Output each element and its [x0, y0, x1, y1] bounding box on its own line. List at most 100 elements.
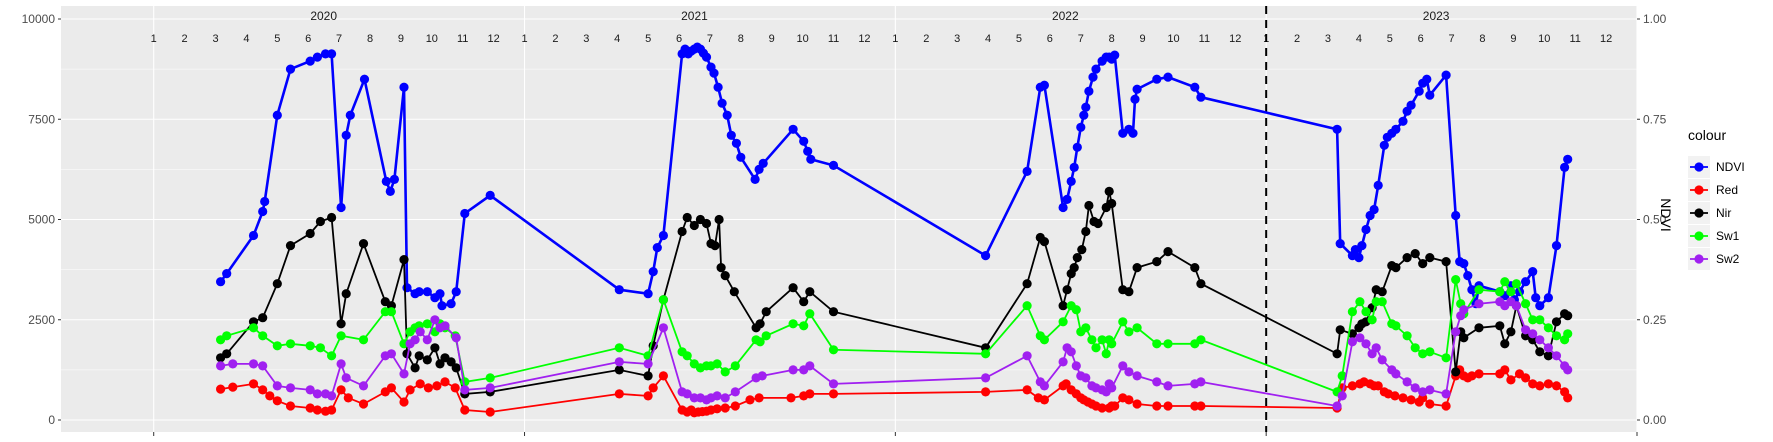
data-point-nir — [828, 307, 839, 317]
right-tick-label: 0.25 — [1643, 313, 1667, 327]
data-point-sw2 — [1410, 383, 1420, 393]
data-point-sw2 — [1196, 377, 1206, 387]
data-point-sw2 — [981, 373, 991, 383]
data-point-ndvi — [1332, 124, 1342, 134]
year-label: 2022 — [1052, 9, 1079, 23]
month-label: 12 — [1600, 33, 1612, 45]
data-point-sw1 — [1441, 353, 1451, 363]
data-point-nir — [1332, 349, 1342, 359]
data-point-sw2 — [312, 389, 322, 399]
data-point-red — [1061, 379, 1071, 389]
data-point-sw2 — [1039, 381, 1049, 391]
data-point-ndvi — [1152, 74, 1162, 84]
data-point-red — [460, 405, 470, 415]
data-point-red — [1347, 381, 1357, 391]
data-point-nir — [755, 319, 765, 329]
month-label: 3 — [212, 33, 218, 45]
data-point-sw2 — [1347, 337, 1357, 347]
data-point-nir — [1451, 367, 1461, 377]
data-point-sw1 — [1425, 347, 1435, 357]
data-point-sw2 — [1391, 369, 1401, 379]
data-point-red — [828, 389, 839, 399]
month-label: 3 — [1325, 33, 1331, 45]
data-point-red — [614, 389, 624, 399]
data-point-nir — [1072, 253, 1082, 263]
year-label: 2023 — [1423, 9, 1450, 23]
data-point-ndvi — [1535, 301, 1545, 311]
data-point-ndvi — [1163, 72, 1173, 82]
data-point-red — [399, 397, 409, 407]
data-point-ndvi — [327, 49, 337, 59]
year-label: 2020 — [310, 9, 337, 23]
data-point-ndvi — [1022, 166, 1032, 176]
data-point-red — [228, 382, 238, 392]
data-point-sw1 — [1355, 297, 1365, 307]
data-point-sw1 — [422, 319, 432, 329]
data-point-red — [358, 399, 369, 409]
data-point-ndvi — [1039, 80, 1049, 90]
data-point-sw1 — [305, 341, 315, 351]
data-point-ndvi — [1379, 140, 1389, 150]
data-point-ndvi — [736, 152, 746, 162]
data-point-sw2 — [1511, 301, 1521, 311]
data-point-nir — [435, 359, 445, 369]
data-point-sw1 — [222, 331, 232, 341]
data-point-red — [1467, 371, 1477, 381]
data-point-red — [285, 401, 296, 411]
data-point-red — [745, 395, 755, 405]
data-point-ndvi — [658, 230, 669, 241]
data-point-ndvi — [1058, 202, 1068, 213]
data-point-sw2 — [1418, 387, 1428, 397]
data-point-sw2 — [410, 335, 420, 345]
data-point-sw1 — [272, 341, 282, 351]
data-point-red — [216, 384, 226, 394]
data-point-ndvi — [451, 287, 461, 297]
data-point-sw2 — [1371, 343, 1381, 353]
month-label: 8 — [738, 33, 744, 45]
data-point-sw2 — [1152, 377, 1162, 387]
data-point-sw2 — [430, 315, 440, 325]
data-point-sw2 — [1163, 381, 1173, 391]
legend-label: Nir — [1716, 206, 1731, 220]
data-point-sw2 — [272, 381, 282, 391]
data-point-nir — [720, 271, 730, 281]
data-point-nir — [1474, 323, 1484, 333]
data-point-red — [648, 383, 658, 393]
month-label: 4 — [243, 33, 249, 45]
data-point-ndvi — [614, 285, 624, 295]
data-point-red — [658, 371, 669, 381]
data-point-nir — [761, 307, 771, 317]
data-point-red — [1521, 373, 1531, 383]
data-point-sw2 — [1337, 391, 1347, 401]
data-point-nir — [1402, 253, 1412, 263]
data-point-sw2 — [1066, 347, 1076, 357]
data-point-sw1 — [1039, 335, 1049, 345]
data-point-sw2 — [285, 383, 296, 393]
data-point-sw1 — [1500, 277, 1510, 287]
data-point-nir — [1132, 263, 1142, 273]
data-point-ndvi — [643, 289, 653, 299]
data-point-sw2 — [643, 359, 653, 369]
month-label: 5 — [274, 33, 280, 45]
data-point-ndvi — [422, 287, 432, 297]
data-point-red — [1500, 365, 1510, 375]
month-label: 6 — [1418, 33, 1424, 45]
data-point-ndvi — [359, 74, 370, 84]
data-point-sw1 — [1451, 275, 1461, 285]
data-point-red — [1528, 379, 1538, 389]
data-point-ndvi — [260, 196, 270, 207]
data-point-nir — [1459, 333, 1469, 343]
data-point-sw1 — [1124, 327, 1134, 337]
data-point-sw1 — [1402, 331, 1412, 341]
data-point-red — [1152, 401, 1162, 411]
data-point-sw1 — [248, 323, 259, 333]
data-point-nir — [1551, 317, 1562, 327]
month-label: 8 — [367, 33, 373, 45]
data-point-nir — [1093, 218, 1103, 229]
data-point-sw2 — [1521, 325, 1531, 335]
data-point-ndvi — [435, 289, 445, 299]
data-point-sw1 — [485, 373, 495, 383]
legend-label: Sw1 — [1716, 229, 1740, 243]
data-point-ndvi — [701, 52, 712, 62]
data-point-red — [1535, 381, 1545, 391]
